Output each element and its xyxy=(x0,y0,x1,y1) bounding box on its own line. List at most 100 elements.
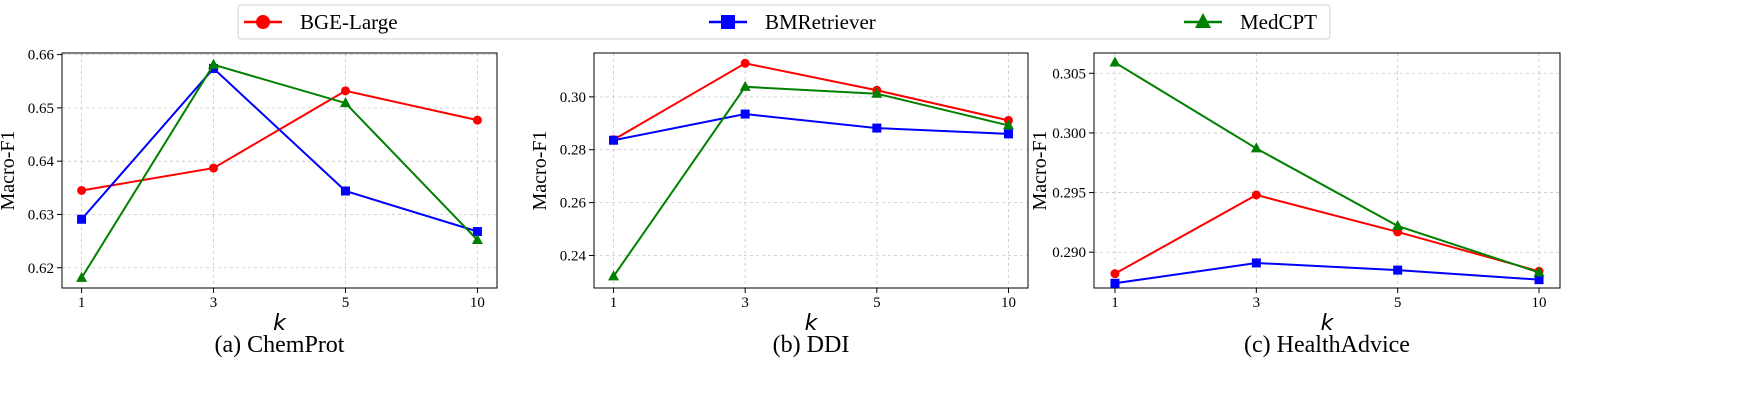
data-point xyxy=(472,227,482,237)
data-point xyxy=(609,135,619,145)
series-line xyxy=(1114,261,1540,285)
plot-frame xyxy=(61,52,498,289)
y-axis-label: Macro-F1 xyxy=(0,131,19,211)
legend-item-bge-large: BGE-Large xyxy=(244,10,398,34)
data-point xyxy=(608,270,620,281)
chart-panel-1: 1 3 5 10 0.62 0.63 0.64 0.65 0.66 k Macro-F1 (a) Ch… xyxy=(0,48,498,358)
data-point xyxy=(871,87,883,98)
y-tick-label: 0.26 xyxy=(560,196,587,212)
grid xyxy=(594,53,1028,288)
panel-title: (c) HealthAdvice xyxy=(1244,332,1410,358)
series-line xyxy=(80,67,478,233)
x-tick-label: 3 xyxy=(1253,295,1261,311)
y-tick-label: 0.295 xyxy=(1052,186,1086,202)
chart-panels: 1 3 5 10 0.62 0.63 0.64 0.65 0.66 k Macro-F1 (a) Ch… xyxy=(0,48,1561,358)
y-tick-label: 0.63 xyxy=(28,207,54,223)
series-line xyxy=(1114,193,1540,275)
data-point xyxy=(1251,190,1261,200)
data-point xyxy=(472,115,482,125)
x-tick-label: 3 xyxy=(210,295,218,311)
grid xyxy=(62,53,497,288)
y-axis-label: Macro-F1 xyxy=(529,131,551,211)
legend-marker-square xyxy=(721,15,735,29)
data-point xyxy=(740,58,750,68)
series-bmretriever xyxy=(609,109,1013,145)
y-tick-label: 0.290 xyxy=(1052,245,1086,261)
data-point xyxy=(1534,275,1544,285)
data-point xyxy=(872,123,882,133)
series-bmretriever xyxy=(1110,258,1544,288)
data-point xyxy=(1251,258,1261,268)
x-tick-label: 10 xyxy=(1001,295,1016,311)
series-line xyxy=(612,85,1009,277)
data-point xyxy=(339,97,351,108)
series-line xyxy=(613,62,1009,141)
data-point xyxy=(1250,142,1262,153)
panel-title: (a) ChemProt xyxy=(215,332,345,358)
data-point xyxy=(77,185,87,195)
panel-title: (b) DDI xyxy=(773,332,850,358)
data-point xyxy=(1109,56,1121,67)
series-line xyxy=(80,63,479,279)
legend-label: BMRetriever xyxy=(765,10,876,34)
data-point xyxy=(1393,265,1403,275)
legend-frame xyxy=(237,4,1331,40)
series-medcpt xyxy=(76,58,483,282)
chart-panel-3: 1 3 5 10 0.290 0.295 0.300 0.305 k Macro-F1 (c) He… xyxy=(1029,52,1561,358)
series-line xyxy=(1114,61,1540,274)
data-point xyxy=(471,234,483,245)
y-tick-label: 0.305 xyxy=(1052,66,1086,82)
data-point xyxy=(1110,269,1120,279)
y-tick-label: 0.64 xyxy=(28,154,55,170)
y-tick-label: 0.66 xyxy=(28,48,55,64)
x-tick-label: 1 xyxy=(610,295,618,311)
data-point xyxy=(340,186,350,196)
legend-label: MedCPT xyxy=(1240,10,1317,34)
x-tick-label: 10 xyxy=(470,295,485,311)
data-point xyxy=(340,86,350,96)
x-tick-label: 10 xyxy=(1532,295,1547,311)
x-tick-label: 5 xyxy=(873,295,881,311)
y-tick-label: 0.28 xyxy=(560,143,586,159)
data-point xyxy=(77,214,87,224)
series-bge-large xyxy=(77,86,482,195)
legend-marker-triangle xyxy=(1195,13,1211,28)
data-point xyxy=(1110,278,1120,288)
grid xyxy=(1094,53,1560,288)
legend-marker-circle xyxy=(256,15,270,29)
x-axis-label: k xyxy=(1321,311,1335,336)
y-axis-label: Macro-F1 xyxy=(1029,131,1051,211)
legend-item-bmretriever: BMRetriever xyxy=(709,10,876,34)
legend-item-medcpt: MedCPT xyxy=(1184,10,1317,34)
series-medcpt xyxy=(608,80,1014,281)
x-axis-label: k xyxy=(805,311,819,336)
x-axis-label: k xyxy=(273,311,287,336)
data-point xyxy=(1392,219,1404,230)
y-tick-label: 0.24 xyxy=(560,248,587,264)
plot-frame xyxy=(593,52,1029,289)
series-line xyxy=(613,113,1009,142)
data-point xyxy=(1003,129,1013,139)
y-tick-label: 0.62 xyxy=(28,261,54,277)
data-point xyxy=(76,271,88,282)
chart-panel-2: 1 3 5 10 0.24 0.26 0.28 0.30 k Macro-F1 (b) DDI xyxy=(529,52,1029,358)
legend-label: BGE-Large xyxy=(300,10,398,34)
data-point xyxy=(1002,119,1014,130)
data-point xyxy=(209,163,219,173)
x-tick-label: 1 xyxy=(1111,295,1119,311)
x-tick-label: 3 xyxy=(741,295,749,311)
x-tick-label: 5 xyxy=(1394,295,1402,311)
x-tick-label: 1 xyxy=(78,295,86,311)
legend: BGE-Large BMRetriever MedCPT xyxy=(237,4,1331,40)
series-bmretriever xyxy=(77,63,482,237)
y-tick-label: 0.65 xyxy=(28,101,54,117)
x-tick-label: 5 xyxy=(342,295,350,311)
data-point xyxy=(208,58,220,69)
y-tick-label: 0.300 xyxy=(1052,126,1086,142)
series-line xyxy=(81,89,478,192)
plot-frame xyxy=(1093,52,1561,289)
series-bge-large xyxy=(1110,190,1544,279)
data-point xyxy=(740,109,750,119)
y-tick-label: 0.30 xyxy=(560,90,586,106)
